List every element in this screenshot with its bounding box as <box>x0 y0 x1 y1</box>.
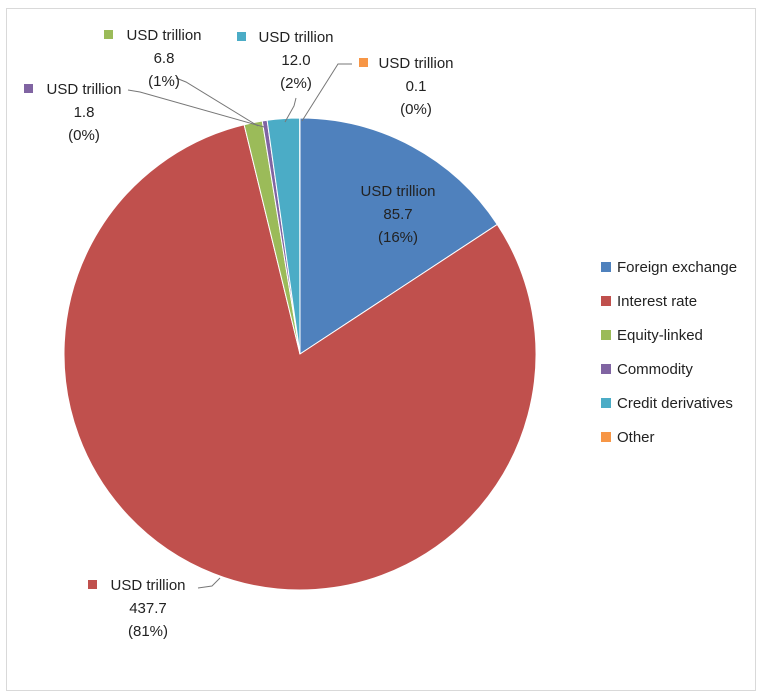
legend-label: Interest rate <box>617 293 697 310</box>
leader-line-interest-rate <box>197 577 221 589</box>
data-label-equity-linked: USD trillion 6.8 (1%) <box>104 27 202 90</box>
data-label-other: USD trillion 0.1 (0%) <box>359 55 454 118</box>
legend-item-foreign-exchange: Foreign exchange <box>601 259 737 276</box>
leader-line-other <box>301 63 352 122</box>
data-label-marker <box>237 32 246 41</box>
leader-line-commodity <box>127 89 265 128</box>
data-label-percent: (1%) <box>148 73 180 90</box>
data-label-commodity: USD trillion 1.8 (0%) <box>24 81 122 144</box>
data-label-unit: USD trillion <box>110 577 185 594</box>
data-label-marker <box>88 580 97 589</box>
legend-swatch <box>601 364 611 374</box>
legend: Foreign exchange Interest rate Equity-link… <box>601 259 737 446</box>
legend-item-other: Other <box>601 429 655 446</box>
leader-line-equity-linked <box>175 77 259 127</box>
data-label-unit: USD trillion <box>126 27 201 44</box>
legend-swatch <box>601 330 611 340</box>
legend-label: Equity-linked <box>617 327 703 344</box>
data-label-value: 6.8 <box>154 50 175 67</box>
data-label-value: 0.1 <box>406 78 427 95</box>
data-label-unit: USD trillion <box>46 81 121 98</box>
legend-item-interest-rate: Interest rate <box>601 293 697 310</box>
pie-slice-interest-rate <box>63 124 537 591</box>
legend-swatch <box>601 262 611 272</box>
data-label-value: 1.8 <box>74 104 95 121</box>
data-label-unit: USD trillion <box>258 29 333 46</box>
legend-swatch <box>601 432 611 442</box>
data-label-marker <box>104 30 113 39</box>
data-label-percent: (0%) <box>400 101 432 118</box>
data-label-percent: (16%) <box>378 229 418 246</box>
data-label-foreign-exchange: USD trillion 85.7 (16%) <box>360 183 435 246</box>
data-label-percent: (81%) <box>128 623 168 640</box>
data-label-value: 437.7 <box>129 600 167 617</box>
legend-item-commodity: Commodity <box>601 361 693 378</box>
legend-swatch <box>601 296 611 306</box>
data-label-unit: USD trillion <box>378 55 453 72</box>
data-label-percent: (0%) <box>68 127 100 144</box>
data-label-percent: (2%) <box>280 75 312 92</box>
data-label-unit: USD trillion <box>360 183 435 200</box>
legend-label: Foreign exchange <box>617 259 737 276</box>
pie-slice-foreign-exchange <box>299 117 498 355</box>
legend-label: Credit derivatives <box>617 395 733 412</box>
legend-swatch <box>601 398 611 408</box>
data-label-interest-rate: USD trillion 437.7 (81%) <box>88 577 186 640</box>
data-label-marker <box>24 84 33 93</box>
data-label-marker <box>359 58 368 67</box>
legend-label: Commodity <box>617 361 693 378</box>
data-label-value: 85.7 <box>383 206 412 223</box>
data-label-value: 12.0 <box>281 52 310 69</box>
legend-item-equity-linked: Equity-linked <box>601 327 703 344</box>
legend-item-credit-derivatives: Credit derivatives <box>601 395 733 412</box>
legend-label: Other <box>617 429 655 446</box>
leader-lines <box>127 63 352 589</box>
data-labels: USD trillion 85.7 (16%) USD trillion 437.7 (8… <box>24 27 454 640</box>
leader-line-credit-derivatives <box>284 97 297 123</box>
data-label-credit-derivatives: USD trillion 12.0 (2%) <box>237 29 334 92</box>
pie-slices <box>63 117 537 591</box>
